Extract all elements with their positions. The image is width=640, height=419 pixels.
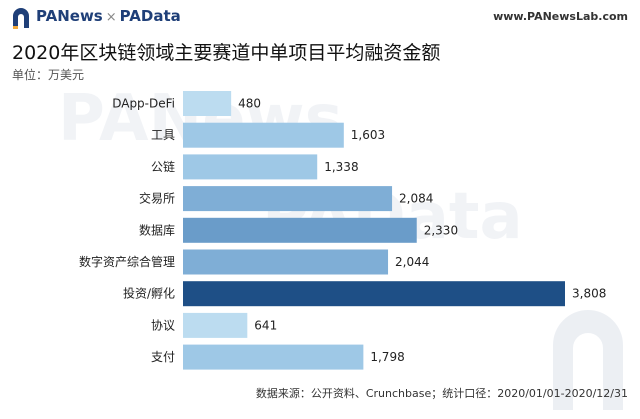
bar: [183, 312, 248, 338]
bar: [183, 249, 389, 275]
category-label: 数字资产综合管理: [79, 254, 175, 269]
category-label: DApp-DeFi: [112, 97, 175, 111]
decorative-logo-icon: [553, 310, 623, 410]
brand-separator: ×: [105, 10, 117, 25]
chart-title: 2020年区块链领域主要赛道中单项目平均融资金额: [12, 42, 441, 64]
value-label: 2,044: [395, 255, 429, 269]
panews-logo-icon: [13, 8, 29, 29]
value-label: 641: [254, 318, 277, 332]
value-label: 2,084: [399, 192, 433, 206]
bar: [183, 281, 565, 307]
bar: [183, 91, 232, 116]
brand-padata: PAData: [119, 7, 181, 25]
site-url: www.PANewsLab.com: [493, 10, 628, 23]
value-label: 1,603: [351, 128, 385, 142]
value-label: 2,330: [424, 223, 458, 237]
value-label: 480: [238, 97, 261, 111]
category-label: 支付: [151, 350, 175, 364]
bar-chart: DApp-DeFi 480 工具 1,603 公链 1,338 交易所 2,084 数据库 2,3…: [79, 91, 606, 370]
bar: [183, 154, 318, 180]
value-label: 1,338: [324, 160, 358, 174]
category-label: 数据库: [139, 222, 175, 237]
category-label: 交易所: [139, 191, 175, 206]
category-label: 投资/孵化: [123, 286, 175, 301]
bar: [183, 344, 364, 370]
bar: [183, 186, 393, 212]
header: PANews × PAData www.PANewsLab.com: [0, 0, 640, 34]
bar: [183, 122, 344, 148]
source-note: 数据来源：公开资料、Crunchbase；统计口径：2020/01/01-202…: [255, 387, 628, 400]
chart-unit: 单位：万美元: [12, 68, 85, 82]
value-label: 3,808: [572, 287, 606, 301]
category-label: 公链: [151, 159, 175, 174]
bar: [183, 217, 417, 243]
brand-logo-text: PANews × PAData: [36, 7, 181, 25]
category-label: 协议: [151, 317, 175, 332]
value-label: 1,798: [370, 350, 404, 364]
category-label: 工具: [151, 128, 175, 142]
brand-panews: PANews: [36, 7, 103, 25]
